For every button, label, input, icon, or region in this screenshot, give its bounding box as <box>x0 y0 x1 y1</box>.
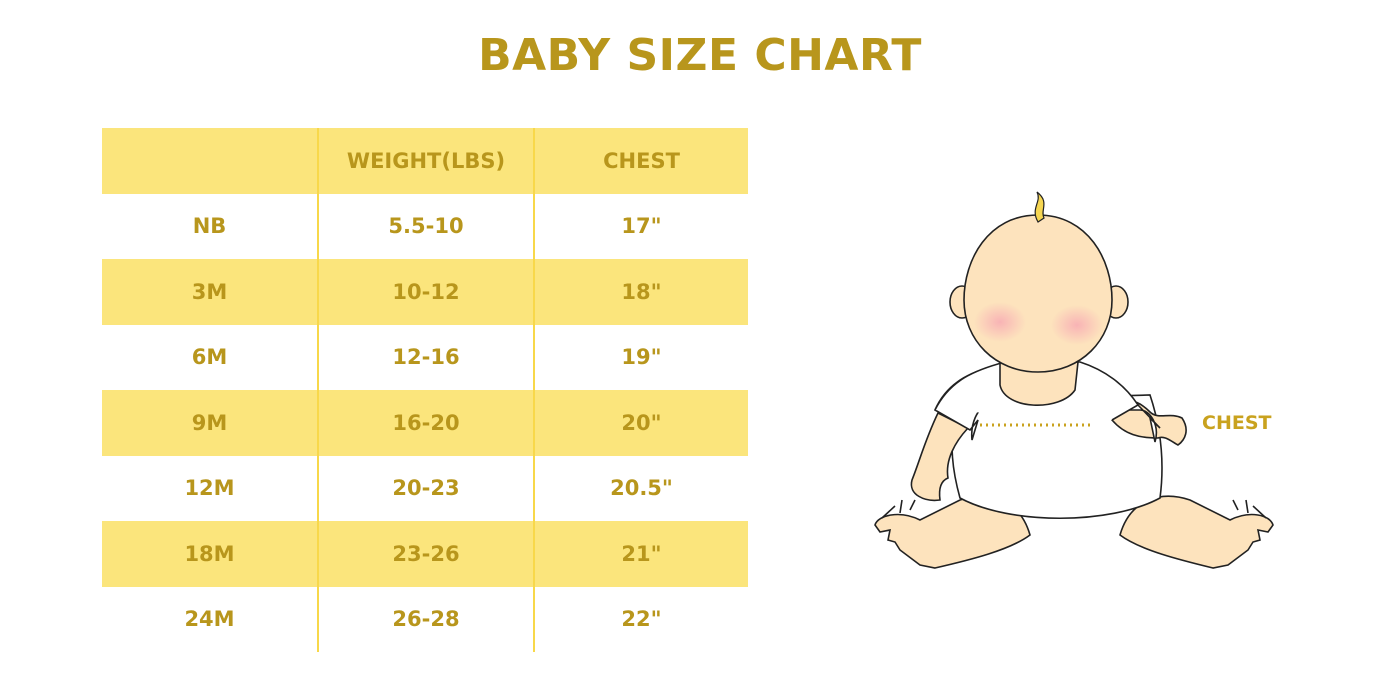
weight-cell: 16-20 <box>317 390 533 456</box>
table-row: NB 5.5-10 17" <box>102 193 748 259</box>
baby-illustration <box>874 191 1274 569</box>
weight-cell: 26-28 <box>317 586 533 652</box>
table-header-row: WEIGHT(LBS) CHEST <box>102 128 748 194</box>
chest-cell: 21" <box>533 521 748 587</box>
size-cell: 3M <box>191 279 228 304</box>
size-table: WEIGHT(LBS) CHEST NB 5.5-10 17" 3M 10-12 18" 6… <box>102 128 748 652</box>
table-row: 3M 10-12 18" <box>102 259 748 325</box>
chest-cell: 19" <box>533 324 748 390</box>
weight-cell: 12-16 <box>317 324 533 390</box>
blush-left <box>974 302 1026 342</box>
chest-cell: 18" <box>533 259 748 325</box>
header-cell: WEIGHT(LBS) <box>317 128 533 194</box>
size-cell: 18M <box>184 541 235 566</box>
weight-cell: 23-26 <box>317 521 533 587</box>
header-cell: CHEST <box>533 128 748 194</box>
size-cell: 9M <box>191 410 228 435</box>
size-cell: 24M <box>184 607 235 632</box>
table-row: 6M 12-16 19" <box>102 324 748 390</box>
chest-cell: 20.5" <box>533 455 748 521</box>
page-title: BABY SIZE CHART <box>478 30 922 81</box>
table-row: 12M 20-23 20.5" <box>102 455 748 521</box>
chest-cell: 22" <box>533 586 748 652</box>
weight-cell: 20-23 <box>317 455 533 521</box>
chest-cell: 20" <box>533 390 748 456</box>
header-cell <box>102 128 317 194</box>
blush-right <box>1051 305 1103 345</box>
chest-label: CHEST <box>1202 412 1272 434</box>
table-row: 9M 16-20 20" <box>102 390 748 456</box>
table-row: 24M 26-28 22" <box>102 586 748 652</box>
weight-cell: 5.5-10 <box>317 193 533 259</box>
size-cell: 6M <box>191 345 228 370</box>
table-row: 18M 23-26 21" <box>102 521 748 587</box>
chest-cell: 17" <box>533 193 748 259</box>
weight-cell: 10-12 <box>317 259 533 325</box>
size-cell: NB <box>192 214 227 239</box>
size-cell: 12M <box>184 476 235 501</box>
